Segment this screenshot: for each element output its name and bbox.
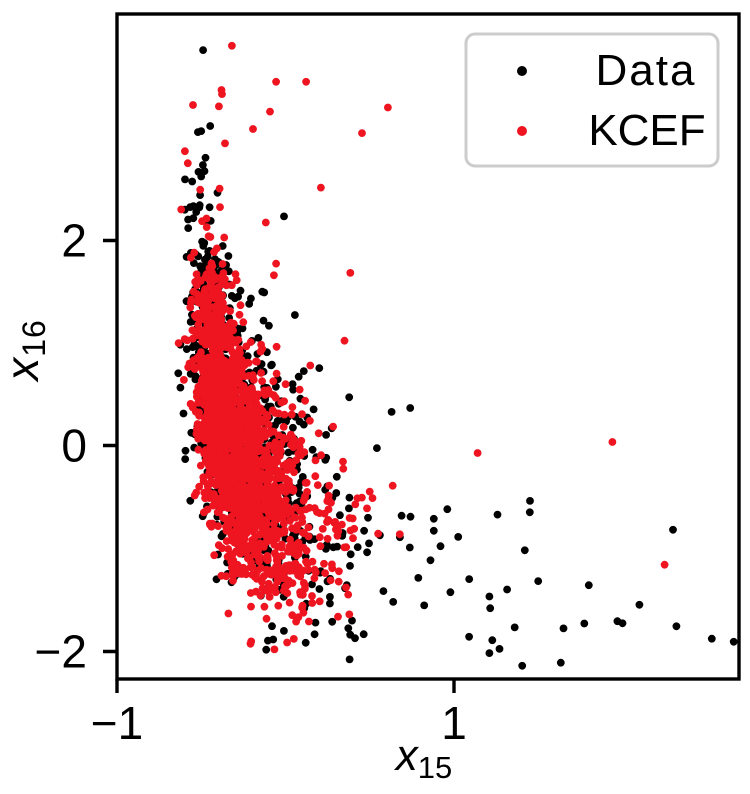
svg-text:Data: Data xyxy=(596,46,697,95)
svg-text:−2: −2 xyxy=(35,625,87,677)
svg-text:KCEF: KCEF xyxy=(588,106,705,155)
svg-text:0: 0 xyxy=(61,419,87,471)
svg-text:x16: x16 xyxy=(0,319,52,383)
svg-text:1: 1 xyxy=(441,697,467,749)
svg-text:2: 2 xyxy=(61,214,87,266)
svg-text:−1: −1 xyxy=(91,697,143,749)
